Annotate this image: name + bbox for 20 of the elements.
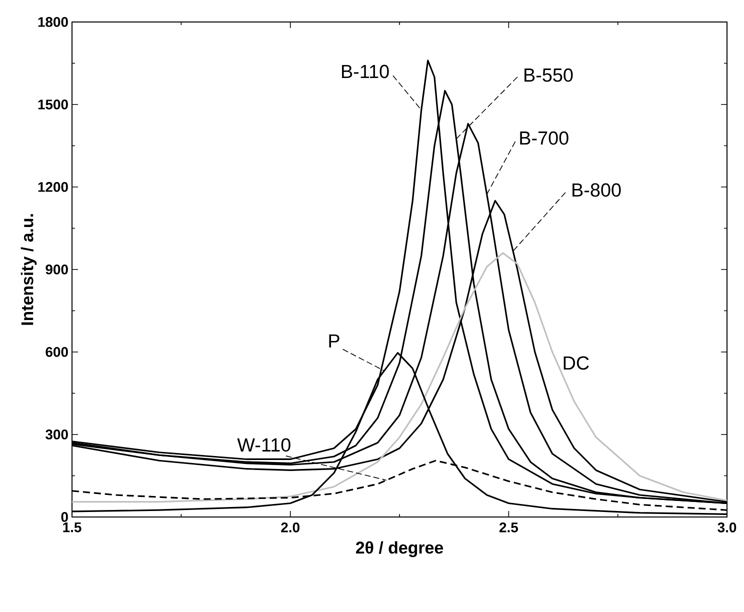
y-tick-label: 300: [46, 430, 68, 440]
x-tick-label: 2.0: [281, 522, 300, 532]
text: B-800: [572, 183, 621, 197]
y-tick-label: 1500: [38, 100, 68, 110]
y-tick-label: 1200: [38, 182, 68, 192]
text: B-700: [520, 131, 568, 145]
y-tick-label: 900: [46, 264, 68, 274]
y-tick-label: 0: [61, 512, 68, 522]
y-tick-label: 1800: [38, 17, 68, 27]
x-tick-label: 3.0: [718, 522, 736, 532]
text: P: [329, 334, 340, 348]
text: B-550: [524, 68, 573, 82]
x-tick-label: 2.5: [499, 522, 518, 532]
series-label: B-110: [342, 64, 389, 78]
y-axis-title: Intensity / a.u.: [20, 214, 37, 325]
y-tick-label: 600: [46, 347, 68, 357]
text: W-110: [237, 438, 290, 452]
series-label: DC: [564, 356, 589, 370]
x-tick-label: 1.5: [63, 522, 82, 532]
x-axis-title: 2θ / degree: [356, 541, 444, 558]
